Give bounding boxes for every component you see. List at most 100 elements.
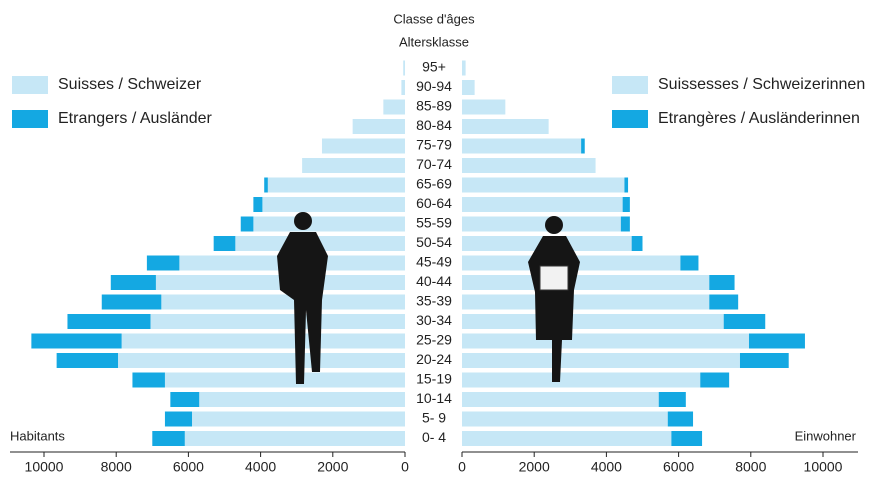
bar (749, 334, 805, 349)
bar (302, 158, 405, 173)
bar (253, 217, 405, 232)
bar (353, 119, 405, 134)
bar (192, 412, 405, 427)
bar (462, 178, 624, 193)
x-tick-label: 4000 (591, 459, 622, 475)
x-tick-label: 10000 (804, 459, 843, 475)
bar (111, 275, 156, 290)
bar (241, 217, 254, 232)
chart-title: Classe d'âges (393, 11, 475, 26)
bar (462, 275, 709, 290)
bar (740, 353, 789, 368)
bar (462, 314, 724, 329)
axis-label: Habitants (10, 428, 65, 443)
x-tick-label: 8000 (101, 459, 132, 475)
bar (165, 373, 405, 388)
bar (581, 139, 585, 154)
bar (462, 61, 466, 76)
bar (170, 392, 199, 407)
x-tick-label: 2000 (317, 459, 348, 475)
bar (264, 178, 268, 193)
category-label: 20-24 (416, 351, 452, 367)
x-tick-label: 10000 (25, 459, 64, 475)
page: {"chart_data": {"type": "pyramid", "titl… (0, 0, 885, 480)
bar (462, 353, 740, 368)
category-label: 15-19 (416, 371, 452, 387)
x-tick-label: 2000 (519, 459, 550, 475)
bar (462, 139, 581, 154)
bar (152, 431, 184, 446)
bar (700, 373, 729, 388)
category-label: 55-59 (416, 215, 452, 231)
category-label: 25-29 (416, 332, 452, 348)
x-tick-label: 4000 (245, 459, 276, 475)
category-label: 35-39 (416, 293, 452, 309)
category-label: 30-34 (416, 312, 452, 328)
chart-title: Altersklasse (399, 34, 469, 49)
category-label: 60-64 (416, 195, 452, 211)
bar (709, 275, 734, 290)
bar (623, 197, 630, 212)
category-label: 40-44 (416, 273, 452, 289)
bar (462, 431, 671, 446)
bar (462, 100, 505, 115)
bar (462, 217, 621, 232)
chart: Classe d'âges Altersklasse Habitants Ein… (0, 0, 885, 480)
legend-swatch (612, 110, 648, 128)
category-label: 85-89 (416, 98, 452, 114)
bar (383, 100, 405, 115)
legend-swatch (12, 110, 48, 128)
category-label: 0- 4 (422, 429, 446, 445)
legend-label: Etrangers / Ausländer (58, 110, 213, 127)
x-tick-label: 8000 (735, 459, 766, 475)
bar (462, 334, 749, 349)
bar (462, 80, 475, 95)
x-tick-label: 6000 (663, 459, 694, 475)
bar (214, 236, 236, 251)
category-label: 45-49 (416, 254, 452, 270)
bar (122, 334, 405, 349)
category-label: 70-74 (416, 156, 452, 172)
bar (322, 139, 405, 154)
bar (57, 353, 118, 368)
legend-label: Etrangères / Ausländerinnen (658, 110, 860, 127)
bar (161, 295, 405, 310)
bar (462, 412, 668, 427)
bar (671, 431, 702, 446)
x-tick-label: 0 (458, 459, 466, 475)
bar (253, 197, 262, 212)
category-label: 80-84 (416, 117, 452, 133)
bar (462, 392, 659, 407)
bar (709, 295, 738, 310)
bar (632, 236, 643, 251)
bar (147, 256, 179, 271)
bar (724, 314, 766, 329)
bar (624, 178, 628, 193)
bar (462, 197, 623, 212)
bar (132, 373, 164, 388)
bar (31, 334, 121, 349)
category-label: 10-14 (416, 390, 452, 406)
bar (462, 119, 549, 134)
legend-swatch (12, 76, 48, 94)
bar (262, 197, 405, 212)
bar (401, 80, 405, 95)
bar (403, 61, 405, 76)
x-tick-label: 0 (401, 459, 409, 475)
bar (462, 158, 596, 173)
legend-swatch (612, 76, 648, 94)
category-label: 65-69 (416, 176, 452, 192)
bar (462, 295, 709, 310)
bar (165, 412, 192, 427)
axis-label: Einwohner (795, 428, 857, 443)
x-tick-label: 6000 (173, 459, 204, 475)
bar (67, 314, 150, 329)
category-label: 90-94 (416, 78, 452, 94)
bar (185, 431, 405, 446)
bar (150, 314, 405, 329)
category-label: 50-54 (416, 234, 452, 250)
bar (102, 295, 162, 310)
category-label: 5- 9 (422, 410, 446, 426)
category-label: 75-79 (416, 137, 452, 153)
bar (621, 217, 630, 232)
